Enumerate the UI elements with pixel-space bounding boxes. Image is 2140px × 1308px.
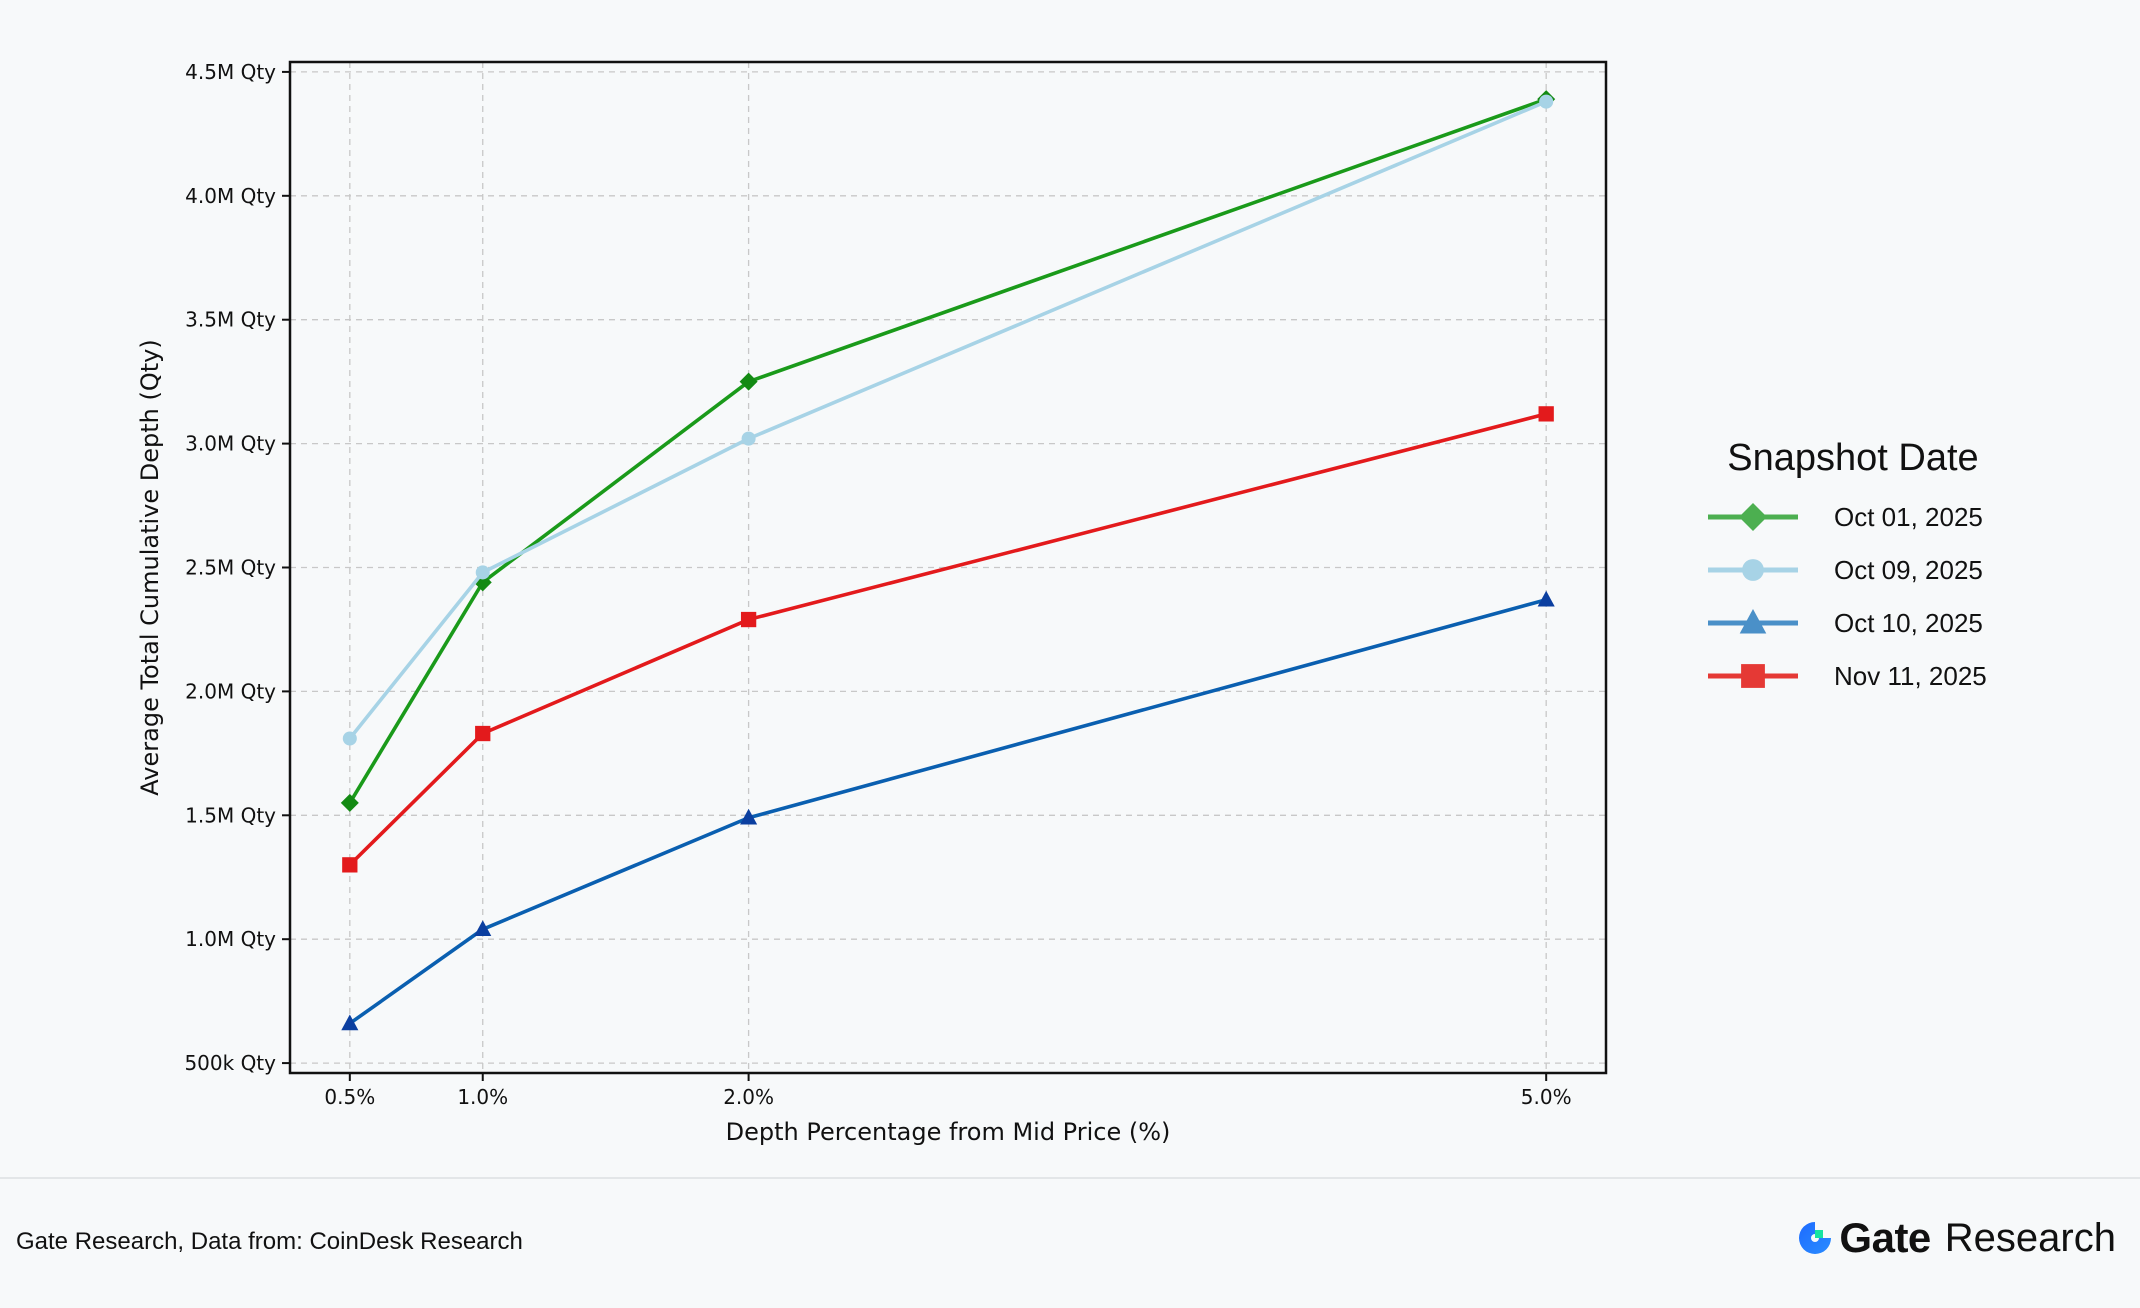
data-point [1538,406,1554,422]
series-2 [342,94,1554,746]
gate-logo-icon [1799,1222,1832,1254]
legend-label: Oct 10, 2025 [1834,608,1983,638]
axes: 500k Qty 1.0M Qty 1.5M Qty 2.0M Qty 2.5M Qty… [184,60,1571,1109]
y-tick-label: 2.5M Qty [185,556,276,580]
legend-title: Snapshot Date [1727,437,1978,479]
y-tick-label: 4.0M Qty [185,184,276,208]
footer-divider [0,1177,2140,1179]
data-point [474,920,492,937]
chart: 500k Qty 1.0M Qty 1.5M Qty 2.0M Qty 2.5M Qty… [136,60,1987,1146]
legend-label: Oct 01, 2025 [1834,502,1983,532]
data-point [740,808,758,825]
x-tick-label: 5.0% [1521,1085,1572,1109]
y-tick-label: 3.5M Qty [185,308,276,332]
data-point [341,1014,359,1031]
series-layer [340,90,1556,1031]
legend-item: Oct 09, 2025 [1708,555,1983,585]
legend-label: Nov 11, 2025 [1834,661,1987,691]
brand-suffix: Research [1944,1215,2116,1260]
x-tick-label: 1.0% [457,1085,508,1109]
series-line [348,99,1547,740]
data-point [475,725,491,742]
legend-marker [1739,609,1767,634]
data-point [340,793,359,812]
data-point [342,857,358,873]
data-point [1537,590,1555,607]
y-tick-label: 500k Qty [184,1051,276,1075]
series-line [348,597,1547,1025]
x-tick-label: 2.0% [723,1085,774,1109]
data-point [740,611,757,628]
x-tick-label: 0.5% [324,1085,375,1109]
data-point [342,731,357,746]
y-axis-label: Average Total Cumulative Depth (Qty) [136,339,164,795]
series-line [348,412,1547,867]
legend-marker [1742,559,1764,581]
legend-marker [1739,503,1767,531]
y-tick-label: 1.0M Qty [185,927,276,951]
brand-logo-group: Gate Research [1797,1214,2116,1262]
legend-marker [1741,664,1765,688]
legend-item: Oct 10, 2025 [1708,608,1983,638]
data-point [741,431,756,446]
grid [290,62,1606,1073]
legend-label: Oct 09, 2025 [1834,555,1983,585]
y-tick-label: 4.5M Qty [185,60,276,84]
footer-source: Gate Research, Data from: CoinDesk Resea… [16,1228,523,1255]
series-line [348,97,1547,804]
legend-item: Nov 11, 2025 [1708,661,1987,691]
y-tick-label: 2.0M Qty [185,679,276,703]
series-4 [342,406,1554,873]
data-point [1539,94,1554,109]
y-tick-label: 3.0M Qty [185,432,276,456]
x-axis-label: Depth Percentage from Mid Price (%) [726,1118,1171,1146]
legend-items: Oct 01, 2025 Oct 09, 2025 Oct 10, 2025 Nov … [1708,502,1987,691]
series-1 [340,90,1556,812]
data-point [475,565,490,580]
data-point [739,372,758,391]
y-tick-label: 1.5M Qty [185,803,276,827]
legend-item: Oct 01, 2025 [1708,502,1983,532]
series-3 [341,590,1555,1031]
brand-name: Gate [1839,1214,1931,1261]
